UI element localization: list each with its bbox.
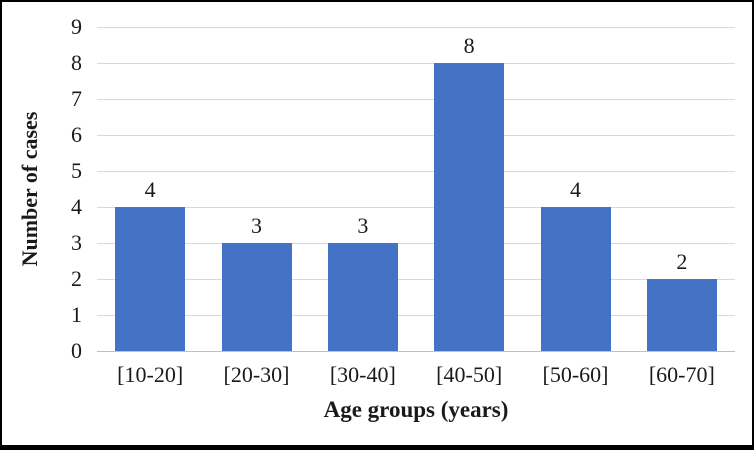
bar xyxy=(646,279,717,351)
bar-value-label: 4 xyxy=(144,177,156,202)
y-axis-title: Number of cases xyxy=(17,111,42,267)
gridline xyxy=(97,63,735,64)
bar-value-label: 4 xyxy=(570,177,581,202)
y-tick-label: 6 xyxy=(71,122,82,147)
gridline xyxy=(97,207,735,208)
y-tick-label: 0 xyxy=(71,338,82,363)
bar-value-label: 3 xyxy=(251,213,262,238)
bar xyxy=(540,207,611,351)
y-tick-label: 5 xyxy=(71,158,82,183)
bar xyxy=(434,63,505,351)
gridline xyxy=(97,135,735,136)
x-tick-label: [30-40] xyxy=(329,362,396,387)
plot-area: 4 3 3 8 4 2 xyxy=(97,27,735,352)
x-tick-label: [60-70] xyxy=(648,362,715,387)
x-axis-title: Age groups (years) xyxy=(323,397,509,422)
y-tick-label: 2 xyxy=(71,266,82,291)
gridline xyxy=(97,171,735,172)
bar-value-label: 3 xyxy=(357,213,369,238)
x-axis-line xyxy=(97,351,735,352)
gridline xyxy=(97,27,735,28)
y-tick-label: 8 xyxy=(71,50,82,75)
y-tick-label: 3 xyxy=(71,230,82,255)
x-tick-label: [50-60] xyxy=(542,362,609,387)
gridline xyxy=(97,279,735,280)
x-tick-label: [40-50] xyxy=(436,362,503,387)
gridline xyxy=(97,99,735,100)
gridline xyxy=(97,243,735,244)
bar-value-label: 2 xyxy=(676,249,688,274)
y-tick-label: 7 xyxy=(71,86,82,111)
y-tick-label: 4 xyxy=(71,194,82,219)
y-tick-label: 9 xyxy=(71,14,82,39)
bar xyxy=(221,243,292,351)
bar xyxy=(115,207,186,351)
bar-value-label: 8 xyxy=(463,33,475,58)
gridline xyxy=(97,315,735,316)
x-tick-label: [10-20] xyxy=(117,362,184,387)
bar xyxy=(327,243,398,351)
x-tick-label: [20-30] xyxy=(223,362,290,387)
y-tick-label: 1 xyxy=(71,302,82,327)
